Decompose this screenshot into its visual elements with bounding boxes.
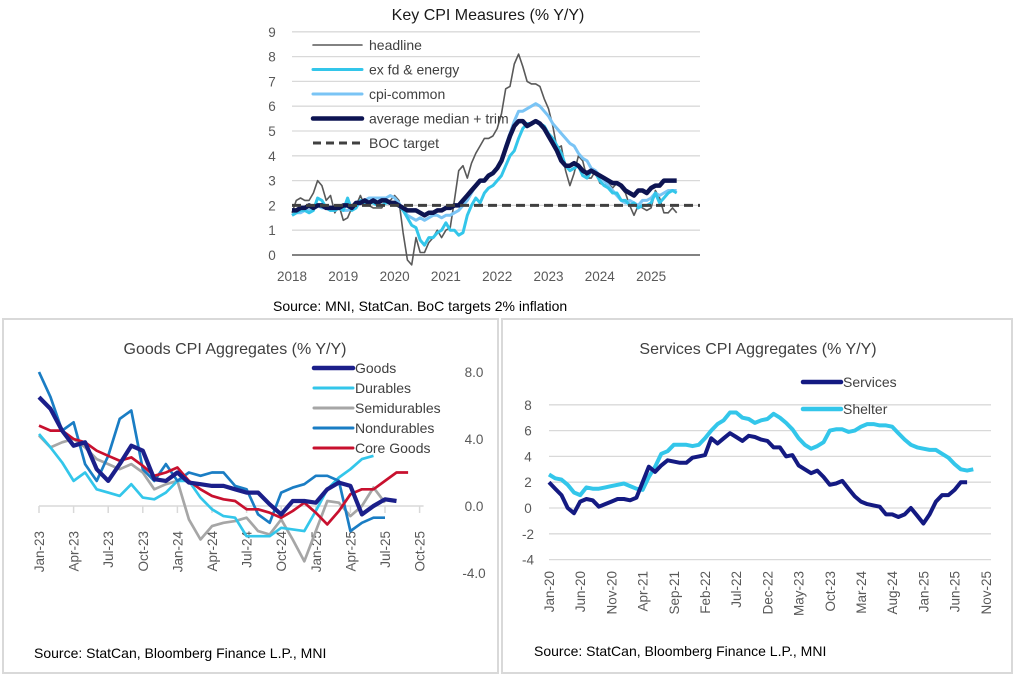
legend-label-cpi-common: cpi-common xyxy=(369,86,445,102)
y-tick-label: 4 xyxy=(524,449,532,464)
x-tick-label: May-23 xyxy=(792,571,807,616)
legend-label-durables: Durables xyxy=(355,380,411,396)
y-tick-label: 9 xyxy=(268,25,276,40)
x-tick-label: 2021 xyxy=(431,269,461,284)
y-tick-label: 6 xyxy=(524,424,532,439)
x-tick-label: Jan-24 xyxy=(170,531,185,573)
x-tick-label: Jul-23 xyxy=(101,531,116,568)
x-tick-label: Jan-20 xyxy=(542,571,557,612)
chart-title: Goods CPI Aggregates (% Y/Y) xyxy=(124,341,347,358)
chart-title: Key CPI Measures (% Y/Y) xyxy=(392,7,585,24)
y-tick-label: 3 xyxy=(268,174,276,189)
x-tick-label: Apr-23 xyxy=(67,531,82,572)
x-tick-label: Jun-20 xyxy=(573,571,588,612)
x-tick-label: Jul-25 xyxy=(378,531,393,568)
y-tick-label: 0 xyxy=(268,248,276,263)
x-tick-label: Oct-23 xyxy=(823,571,838,612)
x-tick-label: Nov-25 xyxy=(979,571,994,615)
legend-label-core-goods: Core Goods xyxy=(355,440,430,456)
chart-source: Source: StatCan, Bloomberg Finance L.P.,… xyxy=(534,643,826,659)
goods-cpi-panel: Goods CPI Aggregates (% Y/Y) 8.0 4.0 0.0 -4… xyxy=(2,318,499,674)
x-tick-label: Nov-20 xyxy=(604,571,619,615)
series-line-semidurables xyxy=(38,434,387,563)
x-tick-label: Jan-25 xyxy=(916,571,931,612)
key-cpi-panel: Key CPI Measures (% Y/Y) 0 1 2 3 4 5 6 7 8 9 2018… xyxy=(260,0,720,318)
x-tick-label: Jul-24 xyxy=(240,531,255,568)
legend-label-boc-target: BOC target xyxy=(369,135,439,151)
x-tick-label: Apr-25 xyxy=(343,531,358,572)
y-tick-label: -4.0 xyxy=(462,566,485,581)
chart-title: Services CPI Aggregates (% Y/Y) xyxy=(639,341,876,358)
legend-label-shelter: Shelter xyxy=(843,401,888,417)
x-tick-label: Oct-24 xyxy=(274,531,289,572)
y-tick-label: 0.0 xyxy=(465,499,484,514)
y-tick-label: 2 xyxy=(268,198,276,213)
x-tick-label: 2022 xyxy=(482,269,512,284)
x-tick-label: 2025 xyxy=(636,269,666,284)
y-tick-label: 4 xyxy=(268,149,276,164)
y-tick-label: 8 xyxy=(524,398,532,413)
series-line-nondurables xyxy=(37,371,385,533)
y-tick-label: 6 xyxy=(268,99,276,114)
y-tick-label: 8 xyxy=(268,50,276,65)
series-line-services xyxy=(547,431,968,526)
y-tick-label: 0 xyxy=(524,501,532,516)
x-tick-label: 2020 xyxy=(380,269,410,284)
key-cpi-chart: Key CPI Measures (% Y/Y) 0 1 2 3 4 5 6 7 8 9 2018… xyxy=(268,7,700,314)
x-tick-label: 2024 xyxy=(585,269,616,284)
x-tick-label: Sep-21 xyxy=(667,571,682,615)
y-tick-label: -4 xyxy=(522,553,534,568)
legend-label-semidurables: Semidurables xyxy=(355,400,441,416)
y-tick-label: 5 xyxy=(268,124,276,139)
x-tick-label: Oct-25 xyxy=(413,531,428,572)
x-tick-label: Oct-23 xyxy=(136,531,151,572)
x-tick-label: Aug-24 xyxy=(885,571,900,615)
x-tick-label: Jan-23 xyxy=(32,531,47,572)
legend-label-nondurables: Nondurables xyxy=(355,420,434,436)
series-line-goods xyxy=(37,395,397,517)
series-line-average-median-trim xyxy=(292,118,677,218)
x-tick-label: Jun-25 xyxy=(948,571,963,612)
chart-source: Source: StatCan, Bloomberg Finance L.P.,… xyxy=(34,645,326,661)
legend-label-goods: Goods xyxy=(355,360,396,376)
y-tick-label: 2 xyxy=(524,475,532,490)
y-tick-label: 8.0 xyxy=(465,365,484,380)
y-tick-label: 7 xyxy=(268,74,276,89)
x-tick-label: 2018 xyxy=(277,269,307,284)
x-tick-label: Jan-25 xyxy=(309,531,324,572)
x-tick-label: 2019 xyxy=(328,269,358,284)
x-tick-label: Feb-22 xyxy=(698,571,713,614)
x-tick-label: Apr-24 xyxy=(205,531,220,572)
series-line-ex-fd-energy xyxy=(291,119,678,247)
y-tick-label: 1 xyxy=(268,223,276,238)
x-tick-label: Jul-22 xyxy=(729,571,744,608)
chart-source: Source: MNI, StatCan. BoC targets 2% inf… xyxy=(273,298,567,314)
legend-label-average-median-trim: average median + trim xyxy=(369,111,509,127)
series-line-core-goods xyxy=(38,424,409,526)
y-tick-label: 4.0 xyxy=(465,432,484,447)
services-cpi-chart: Services CPI Aggregates (% Y/Y) 8 6 4 2 0 -2 -… xyxy=(522,341,994,659)
x-tick-label: Apr-21 xyxy=(636,571,651,612)
y-tick-label: -2 xyxy=(522,527,534,542)
legend-label-headline: headline xyxy=(369,37,422,53)
goods-cpi-chart: Goods CPI Aggregates (% Y/Y) 8.0 4.0 0.0 -4… xyxy=(32,341,486,661)
x-tick-label: Dec-22 xyxy=(760,571,775,615)
x-tick-label: 2023 xyxy=(533,269,563,284)
x-tick-label: Mar-24 xyxy=(854,571,869,614)
series-line-headline xyxy=(291,53,678,266)
series-line-durables xyxy=(37,433,374,538)
services-cpi-panel: Services CPI Aggregates (% Y/Y) 8 6 4 2 0 -2 -… xyxy=(501,318,1013,674)
legend-label-services: Services xyxy=(843,374,897,390)
legend-label-ex-fd-energy: ex fd & energy xyxy=(369,62,459,78)
series-line-shelter xyxy=(547,410,974,498)
